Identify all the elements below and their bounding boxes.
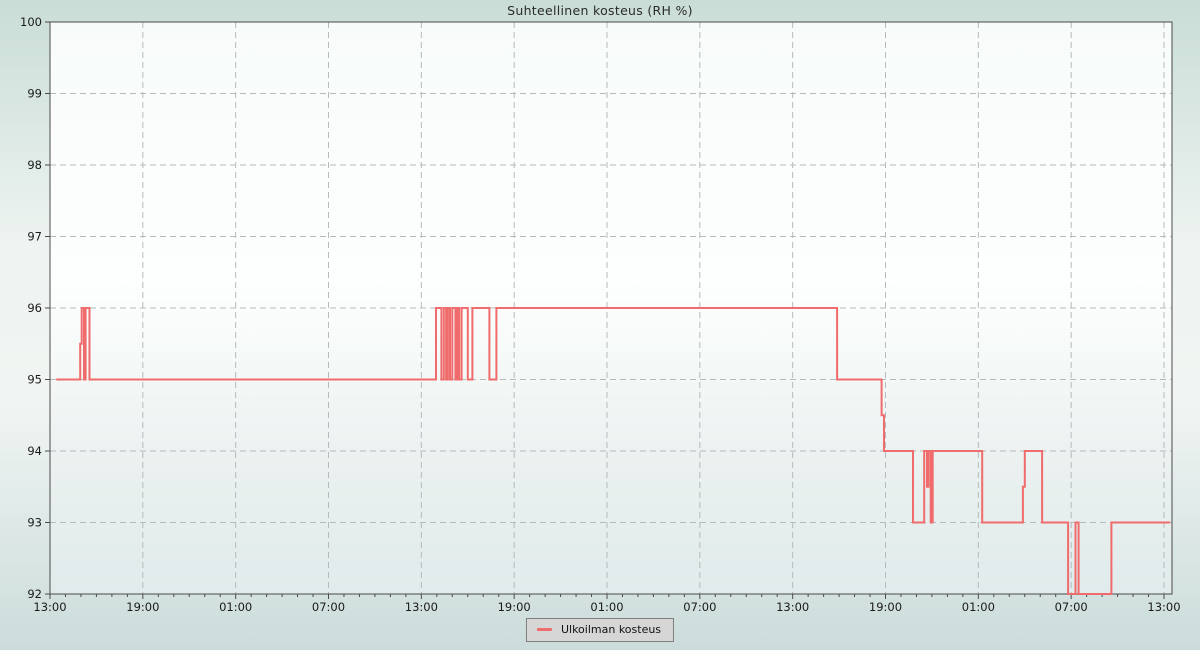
svg-text:96: 96 [27, 301, 42, 315]
svg-text:94: 94 [27, 444, 42, 458]
svg-text:97: 97 [27, 230, 42, 244]
svg-text:01:00: 01:00 [962, 600, 995, 614]
svg-text:95: 95 [27, 373, 42, 387]
legend-label: Ulkoilman kosteus [560, 623, 662, 636]
chart-title: Suhteellinen kosteus (RH %) [507, 3, 693, 18]
legend: Ulkoilman kosteus [525, 618, 675, 642]
svg-text:13:00: 13:00 [33, 600, 66, 614]
svg-text:07:00: 07:00 [1055, 600, 1088, 614]
svg-text:93: 93 [27, 516, 42, 530]
svg-text:98: 98 [27, 158, 42, 172]
svg-text:13:00: 13:00 [776, 600, 809, 614]
svg-text:19:00: 19:00 [126, 600, 159, 614]
svg-text:100: 100 [20, 15, 42, 29]
svg-text:99: 99 [27, 87, 42, 101]
svg-text:01:00: 01:00 [590, 600, 623, 614]
legend-line-swatch [536, 628, 552, 631]
svg-text:19:00: 19:00 [498, 600, 531, 614]
svg-text:92: 92 [27, 587, 42, 601]
svg-text:07:00: 07:00 [683, 600, 716, 614]
svg-text:19:00: 19:00 [869, 600, 902, 614]
svg-text:13:00: 13:00 [1147, 600, 1180, 614]
svg-text:01:00: 01:00 [219, 600, 252, 614]
svg-text:07:00: 07:00 [312, 600, 345, 614]
svg-text:13:00: 13:00 [405, 600, 438, 614]
